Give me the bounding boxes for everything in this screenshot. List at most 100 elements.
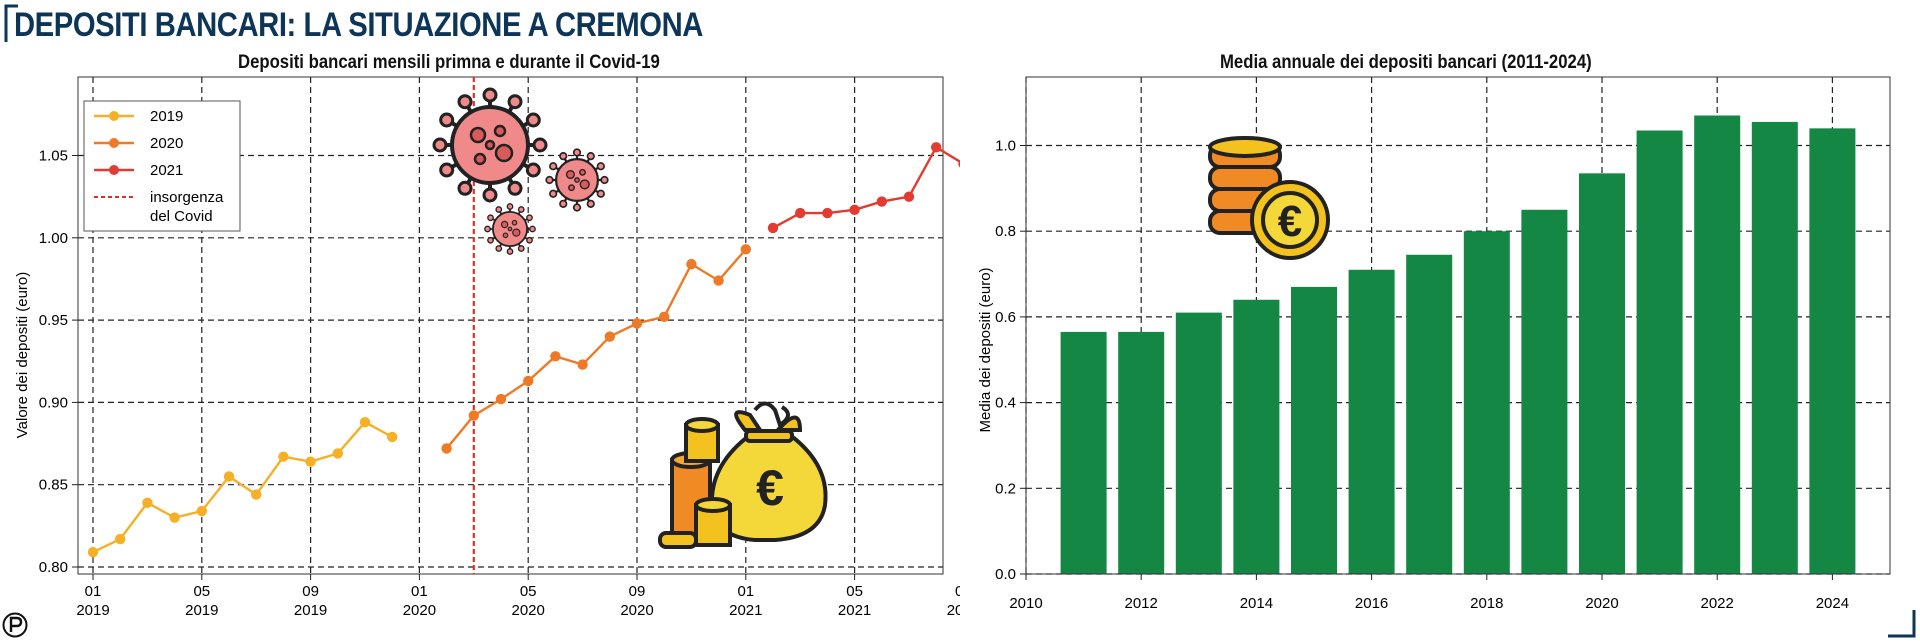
x-tick-label: 2021 [838, 602, 871, 619]
left-chart-title: Depositi bancari mensili primna e durant… [238, 52, 660, 73]
legend-label: 2020 [150, 135, 183, 152]
data-point-2019 [142, 497, 153, 509]
x-tick-label: 2019 [294, 602, 327, 619]
legend-label: insorgenza [150, 189, 224, 206]
virus-icon [432, 87, 548, 203]
bar-2011 [1060, 331, 1107, 574]
x-tick-label: 2020 [1585, 595, 1618, 612]
data-point-2019 [115, 533, 126, 545]
y-tick-label: 1.05 [39, 148, 68, 165]
right-y-axis-label: Media dei depositi (euro) [977, 267, 994, 432]
svg-text:€: € [756, 460, 784, 516]
y-tick-label: 0.90 [39, 394, 68, 411]
x-tick-label: 2016 [1355, 595, 1388, 612]
data-point-2020 [441, 443, 452, 454]
data-point-2021 [958, 159, 960, 168]
right-tick-labels: 0.0 0.2 0.4 0.6 0.8 1.0 2010 2012 2014 2016 2018 20… [995, 138, 1849, 613]
data-point-2020 [686, 258, 697, 270]
data-point-2020 [495, 393, 507, 405]
chart-legend: 2019 2020 2021 insorgenza del Covid [83, 100, 241, 232]
bar-2022 [1694, 115, 1741, 574]
left-series [87, 142, 960, 558]
x-tick-label: 2019 [185, 602, 218, 619]
data-point-2019 [196, 505, 207, 517]
data-point-2019 [359, 416, 371, 428]
y-tick-label: 0.0 [995, 566, 1016, 583]
bar-2014 [1233, 299, 1280, 574]
data-point-2019 [332, 448, 343, 459]
data-point-2021 [876, 196, 887, 207]
x-tick-label: 2024 [1816, 595, 1849, 612]
data-point-2021 [822, 207, 833, 219]
annual-deposits-bar-chart: 0.0 0.2 0.4 0.6 0.8 1.0 2010 2012 2014 2016 2018 20… [977, 76, 1891, 613]
data-point-2021 [795, 207, 806, 219]
data-point-2020 [631, 318, 643, 329]
bar-2023 [1751, 121, 1798, 575]
x-tick-label: 2020 [620, 602, 653, 619]
virus-icon [545, 148, 609, 212]
x-tick-label: 2021 [729, 602, 762, 619]
y-tick-label: 0.4 [995, 395, 1016, 412]
x-tick-label: 09 [302, 583, 319, 600]
series-line-2019 [92, 420, 393, 554]
legend-marker [109, 111, 119, 121]
x-tick-label: 2020 [512, 602, 545, 619]
x-tick-label: 2021 [947, 602, 960, 619]
data-point-2019 [387, 431, 398, 443]
legend-label: del Covid [150, 208, 213, 225]
x-tick-label: 01 [85, 583, 102, 600]
euro-coin-icon: € [1250, 180, 1330, 260]
x-tick-label: 2022 [1701, 595, 1734, 612]
bar-2020 [1579, 173, 1625, 575]
x-tick-label: 2014 [1240, 595, 1273, 612]
svg-text:€: € [1278, 197, 1302, 246]
series-line-2020 [445, 248, 747, 450]
x-tick-label: 2020 [403, 602, 436, 619]
legend-marker [109, 165, 119, 175]
bar-2018 [1463, 231, 1510, 574]
y-tick-label: 0.2 [995, 480, 1016, 497]
money-bag-icon: € [658, 401, 828, 549]
plot-frame [1025, 76, 1891, 575]
right-axes [1025, 76, 1891, 575]
left-y-axis-label: Valore dei depositi (euro) [14, 272, 31, 438]
bar-2012 [1118, 331, 1165, 574]
data-point-2019 [87, 546, 99, 558]
data-point-2021 [931, 142, 942, 153]
x-tick-label: 2010 [1009, 595, 1042, 612]
x-tick-label: 05 [193, 583, 210, 600]
bar-2024 [1809, 128, 1856, 575]
data-point-2019 [251, 489, 262, 500]
data-point-2020 [550, 351, 561, 362]
data-point-2019 [223, 471, 235, 482]
virus-icon [484, 203, 536, 255]
legend-label: 2019 [150, 108, 183, 125]
data-point-2020 [468, 410, 479, 421]
bar-2017 [1406, 254, 1453, 574]
legend-marker [109, 138, 119, 148]
data-point-2020 [713, 275, 724, 286]
x-tick-label: 09 [629, 583, 646, 600]
data-point-2021 [767, 222, 779, 234]
data-point-2020 [604, 331, 615, 342]
page-title: DEPOSITI BANCARI: LA SITUAZIONE A CREMON… [14, 6, 704, 44]
plot-frame [77, 76, 944, 575]
legend-label: 2021 [150, 162, 183, 179]
x-tick-label: 09 [955, 583, 960, 600]
bar-2019 [1521, 209, 1568, 574]
y-tick-label: 0.80 [39, 559, 68, 576]
x-tick-label: 01 [411, 583, 428, 600]
x-tick-label: 01 [737, 583, 754, 600]
data-point-2020 [577, 359, 588, 370]
data-point-2021 [903, 191, 915, 202]
x-tick-label: 2018 [1470, 595, 1503, 612]
right-bars [1060, 115, 1856, 575]
y-tick-label: 0.8 [995, 223, 1016, 240]
data-point-2020 [523, 375, 534, 387]
bar-2016 [1348, 269, 1395, 574]
bar-2015 [1291, 286, 1337, 574]
bar-2013 [1175, 312, 1222, 574]
y-tick-label: 1.00 [39, 230, 68, 247]
x-tick-label: 05 [520, 583, 537, 600]
data-point-2021 [849, 204, 860, 216]
